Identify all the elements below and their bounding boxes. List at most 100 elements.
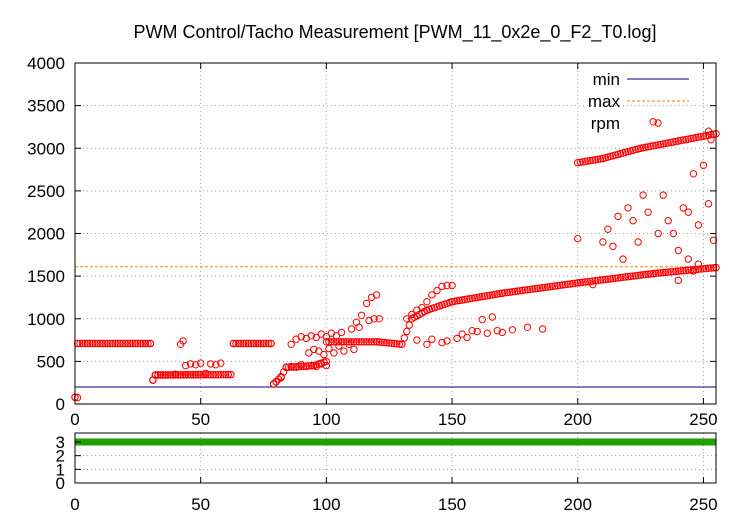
- rpm-point: [684, 255, 692, 263]
- main-y-tick-label: 4000: [27, 54, 65, 73]
- rpm-point: [531, 285, 539, 293]
- rpm-point: [400, 334, 408, 342]
- rpm-point: [584, 157, 592, 165]
- rpm-point: [508, 288, 517, 296]
- rpm-point: [207, 360, 215, 368]
- rpm-point: [325, 344, 333, 353]
- rpm-point: [589, 277, 597, 285]
- rpm-point: [380, 338, 388, 347]
- rpm-point: [644, 208, 652, 216]
- rpm-point: [385, 339, 393, 347]
- rpm-point: [604, 275, 612, 283]
- rpm-point: [347, 325, 356, 333]
- rpm-point: [317, 360, 325, 368]
- rpm-point: [212, 361, 220, 369]
- rpm-point: [468, 294, 476, 302]
- rpm-point: [345, 338, 353, 346]
- rpm-point: [609, 274, 617, 283]
- rpm-point: [372, 338, 381, 346]
- rpm-point: [538, 325, 547, 333]
- mode-x-tick-label: 100: [312, 495, 340, 514]
- rpm-point: [269, 380, 278, 388]
- main-x-tick-label: 100: [312, 410, 340, 429]
- rpm-point: [370, 338, 378, 346]
- rpm-point: [694, 221, 703, 229]
- rpm-point: [355, 323, 363, 331]
- rpm-point: [586, 156, 594, 165]
- rpm-point: [611, 274, 620, 282]
- rpm-point: [357, 338, 366, 346]
- main-gridlines: [75, 63, 716, 404]
- rpm-point: [428, 335, 436, 343]
- rpm-point: [579, 278, 587, 286]
- rpm-point: [186, 360, 195, 368]
- rpm-point: [197, 370, 205, 379]
- rpm-point: [121, 339, 130, 348]
- rpm-point: [614, 274, 622, 282]
- main-x-tick-label: 0: [70, 410, 79, 429]
- rpm-point: [181, 361, 190, 370]
- rpm-point: [634, 271, 642, 280]
- rpm-point: [654, 269, 662, 277]
- mode-x-tick-label: 150: [438, 495, 466, 514]
- rpm-point: [684, 208, 692, 216]
- rpm-point: [574, 279, 582, 287]
- rpm-point: [134, 339, 142, 348]
- rpm-point: [418, 304, 426, 312]
- mode-x-tick-label: 200: [564, 495, 592, 514]
- rpm-point: [438, 338, 446, 347]
- main-y-tick-label: 3500: [27, 97, 65, 116]
- mode-plot-frame: [74, 432, 717, 484]
- rpm-point: [594, 276, 602, 285]
- rpm-point: [129, 339, 137, 348]
- rpm-point: [699, 161, 708, 170]
- rpm-point: [694, 265, 703, 273]
- rpm-point: [511, 287, 519, 296]
- main-y-tick-label: 2000: [27, 225, 65, 244]
- rpm-point: [202, 369, 210, 377]
- rpm-point: [468, 327, 476, 335]
- rpm-point: [694, 133, 703, 141]
- rpm-point: [310, 345, 318, 354]
- rpm-point: [604, 225, 612, 233]
- rpm-point: [171, 370, 180, 378]
- rpm-point: [217, 370, 225, 379]
- rpm-point: [131, 339, 140, 348]
- rpm-point: [219, 370, 228, 379]
- mode-y-tick-label: 0: [56, 474, 65, 493]
- rpm-point: [599, 238, 607, 246]
- rpm-point: [669, 229, 677, 238]
- rpm-point: [606, 275, 615, 283]
- rpm-point: [179, 371, 187, 379]
- rpm-point: [350, 345, 358, 354]
- mode-y-tick-label: 2: [56, 447, 65, 466]
- rpm-point: [559, 281, 567, 289]
- rpm-point: [282, 363, 290, 371]
- rpm-point: [136, 339, 145, 348]
- rpm-point: [388, 339, 396, 347]
- rpm-point: [496, 289, 504, 298]
- rpm-point: [664, 139, 672, 147]
- rpm-point: [646, 270, 655, 278]
- rpm-point: [312, 333, 320, 342]
- rpm-point: [704, 127, 713, 135]
- rpm-point: [463, 333, 471, 342]
- rpm-point: [561, 280, 569, 289]
- rpm-point: [614, 212, 622, 221]
- main-x-tick-label: 50: [191, 410, 210, 429]
- rpm-point: [247, 339, 255, 348]
- rpm-point: [596, 276, 605, 284]
- rpm-point: [264, 339, 273, 348]
- rpm-point: [297, 333, 305, 341]
- mode-y-tick-label: 3: [56, 433, 65, 452]
- rpm-point: [239, 339, 248, 348]
- rpm-point: [478, 315, 486, 324]
- rpm-point: [267, 339, 275, 348]
- rpm-point: [689, 170, 698, 178]
- rpm-point: [179, 337, 187, 345]
- rpm-point: [488, 313, 496, 321]
- rpm-point: [543, 283, 552, 291]
- rpm-point: [684, 135, 692, 143]
- rpm-point: [707, 136, 715, 144]
